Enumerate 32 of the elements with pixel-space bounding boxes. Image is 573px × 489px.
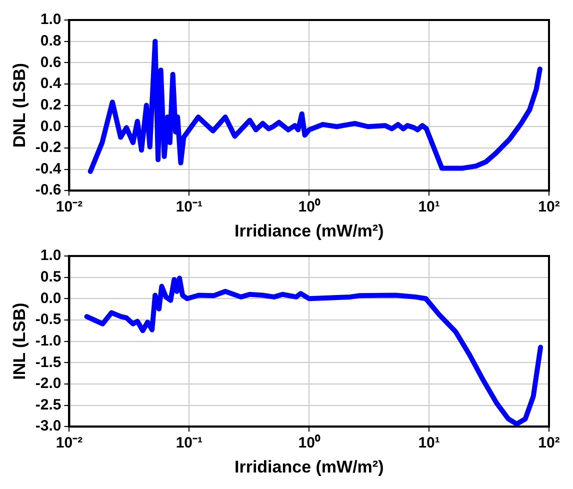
x-tick-label: 10⁰ — [298, 434, 321, 452]
y-tick-label: -0.6 — [35, 182, 62, 199]
y-tick-label: -0.4 — [35, 160, 62, 178]
y-tick-label: 0.2 — [40, 96, 62, 114]
y-tick-label: 1.0 — [40, 11, 62, 28]
y-tick-label: -3.0 — [35, 418, 62, 435]
y-tick-label: 1.0 — [40, 247, 62, 264]
y-tick-label: -2.0 — [35, 375, 62, 392]
y-axis-title: INL (LSB) — [10, 302, 29, 380]
x-tick-label: 10⁻¹ — [176, 434, 203, 452]
x-axis-title: Irridiance (mW/m²) — [234, 457, 384, 476]
x-tick-label: 10² — [538, 198, 560, 216]
x-tick-label: 10⁻¹ — [176, 198, 203, 216]
y-tick-label: -2.5 — [35, 396, 62, 414]
y-tick-label: -0.5 — [35, 311, 62, 328]
y-tick-label: -0.2 — [35, 139, 62, 156]
x-tick-label: 10¹ — [418, 198, 440, 216]
x-tick-label: 10² — [538, 434, 560, 452]
x-tick-label: 10⁰ — [298, 198, 321, 216]
y-tick-label: 0.4 — [40, 75, 62, 92]
x-tick-label: 10⁻² — [56, 198, 83, 216]
y-tick-label: -1.5 — [35, 354, 62, 371]
y-axis-title: DNL (LSB) — [10, 62, 29, 148]
x-tick-label: 10¹ — [418, 434, 440, 452]
y-tick-label: 0.5 — [40, 268, 62, 286]
y-tick-label: 0.6 — [40, 54, 62, 71]
y-tick-label: 0.0 — [40, 290, 62, 307]
x-axis-title: Irridiance (mW/m²) — [234, 221, 384, 240]
y-tick-label: 0.0 — [40, 118, 62, 135]
y-tick-label: -1.0 — [35, 332, 62, 350]
y-tick-label: 0.8 — [40, 32, 62, 50]
x-tick-label: 10⁻² — [56, 434, 83, 452]
